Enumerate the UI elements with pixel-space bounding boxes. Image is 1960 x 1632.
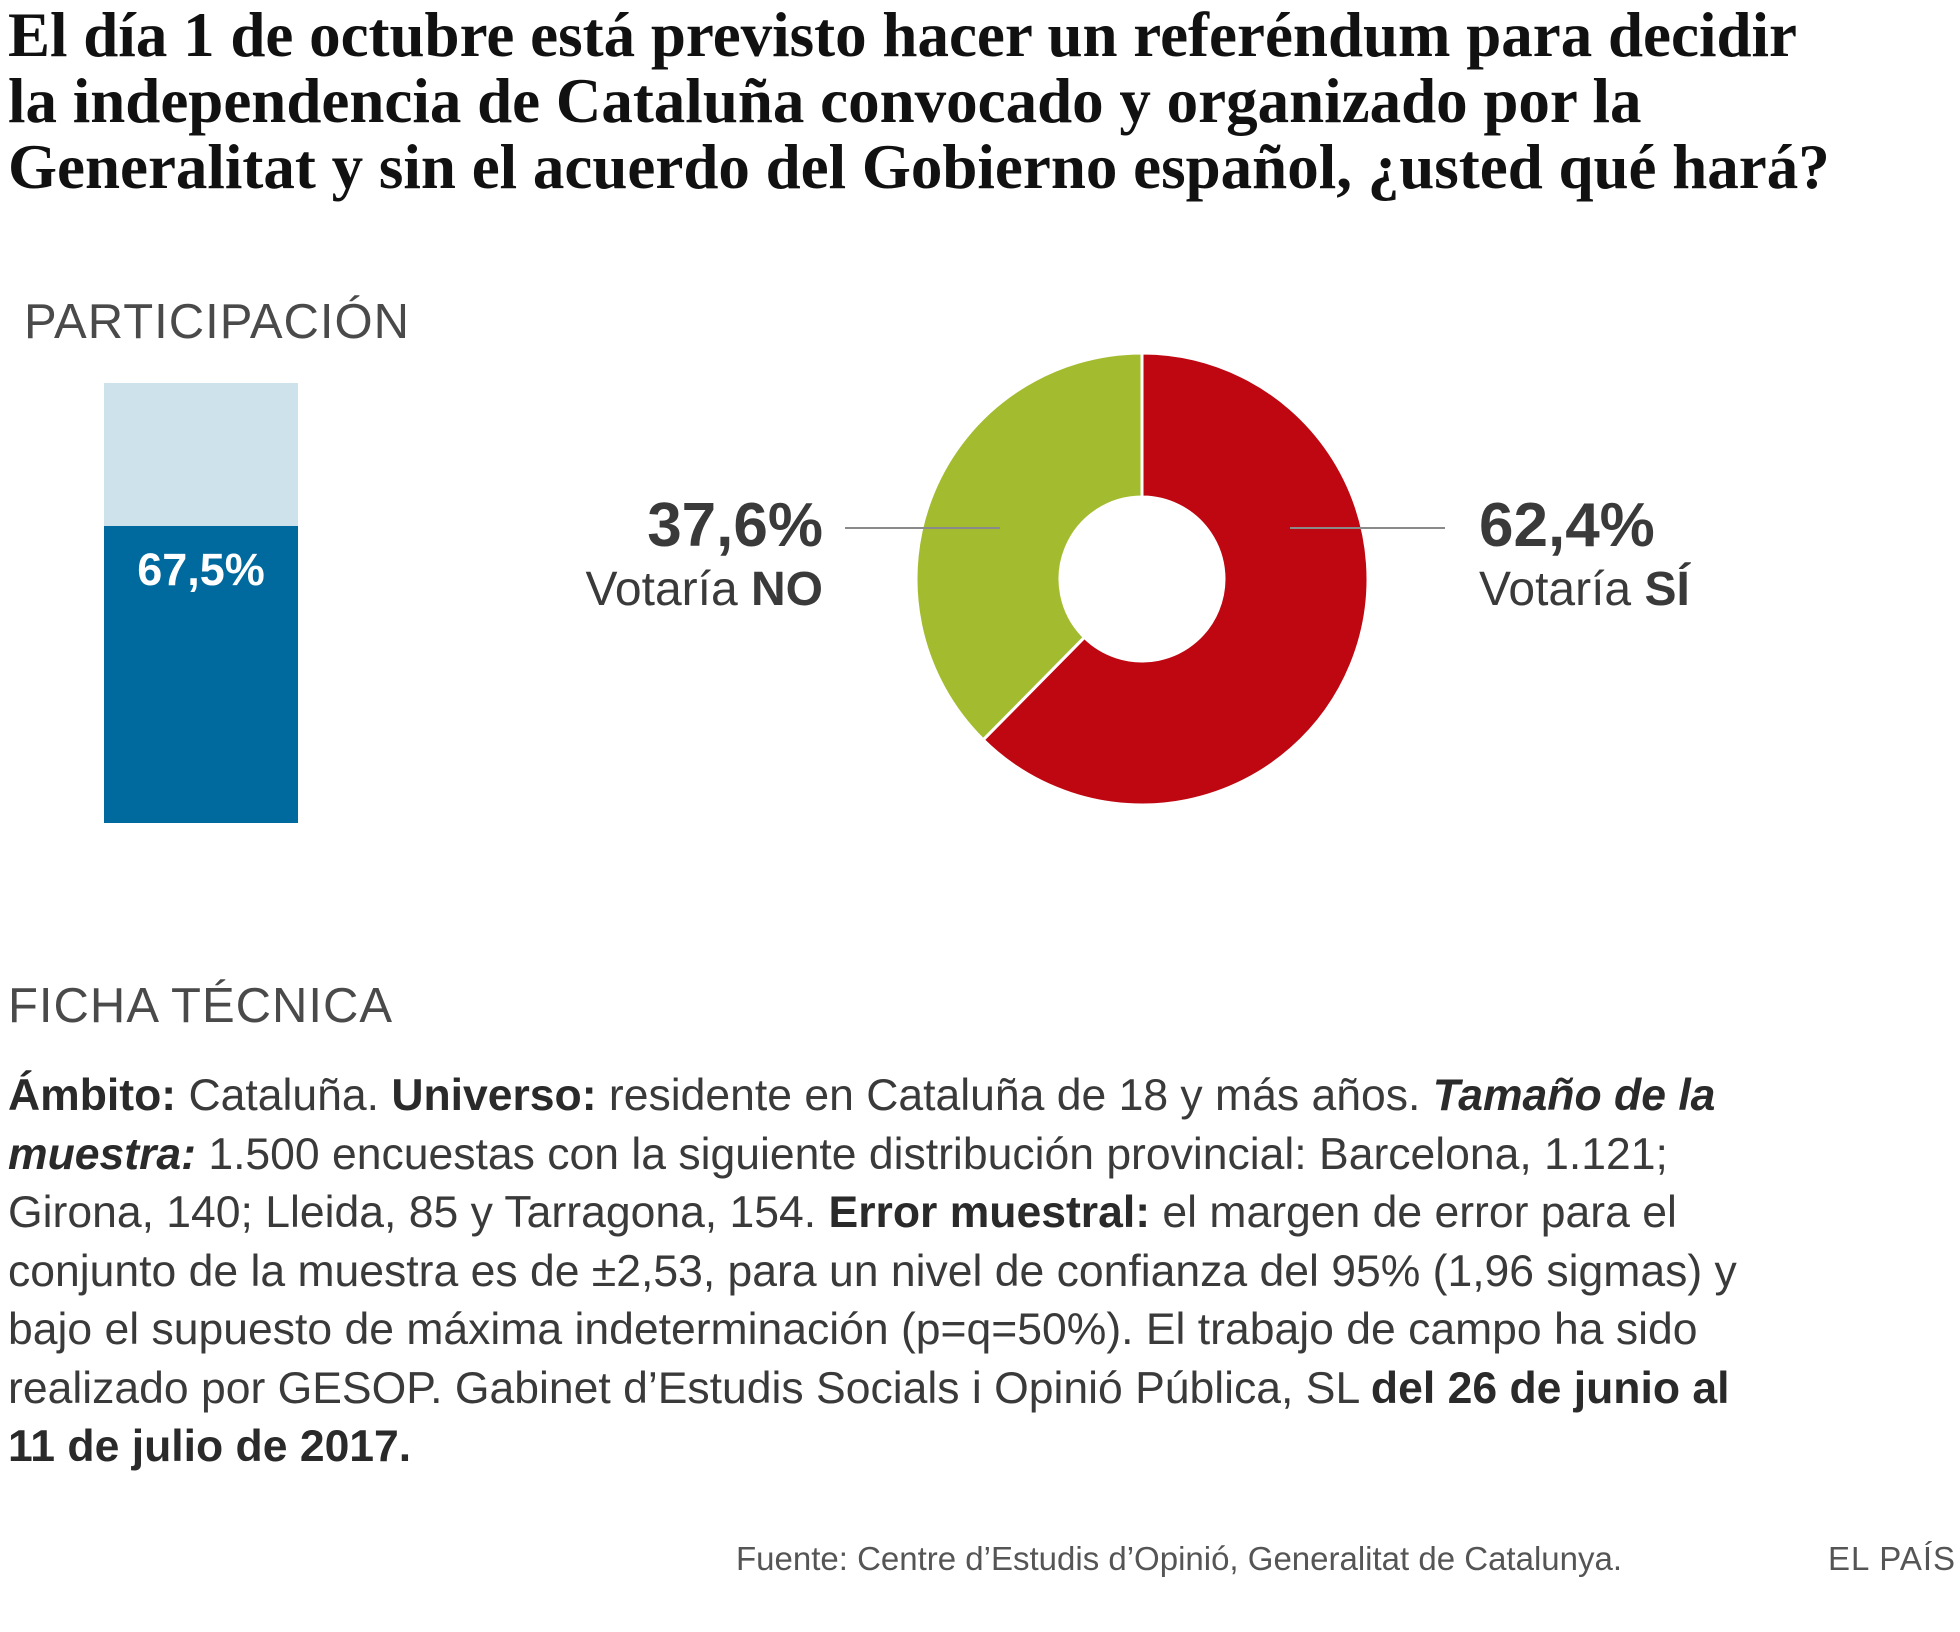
ficha-tecnica-body: Ámbito: Cataluña. Universo: residente en… bbox=[8, 1067, 1953, 1477]
ficha-line: Girona, 140; Lleida, 85 y Tarragona, 154… bbox=[8, 1184, 1953, 1243]
ficha-text: bajo el supuesto de máxima indeterminaci… bbox=[8, 1305, 1698, 1354]
ficha-text: muestra: bbox=[8, 1129, 196, 1179]
ficha-text: Ámbito: bbox=[8, 1071, 177, 1120]
ficha-line: bajo el supuesto de máxima indeterminaci… bbox=[8, 1301, 1953, 1360]
participation-value-label: 67,5% bbox=[137, 544, 265, 595]
ficha-text: conjunto de la muestra es de ±2,53, para… bbox=[8, 1246, 1737, 1296]
brand-label: EL PAÍS bbox=[1828, 1540, 1957, 1577]
vote-donut-chart bbox=[845, 351, 1445, 807]
ficha-text: Error muestral: bbox=[828, 1188, 1151, 1237]
ficha-text: realizado por GESOP. Gabinet d’Estudis S… bbox=[8, 1363, 1371, 1413]
ficha-line: conjunto de la muestra es de ±2,53, para… bbox=[8, 1243, 1953, 1302]
si-category-label: Votaría SÍ bbox=[1479, 562, 1690, 617]
ficha-text: Universo: bbox=[391, 1071, 597, 1120]
ficha-text: Girona, 140; Lleida, 85 y Tarragona, 154… bbox=[8, 1188, 829, 1237]
si-category-strong: SÍ bbox=[1644, 563, 1690, 616]
si-percentage-label: 62,4% bbox=[1479, 491, 1655, 560]
no-category-label: Votaría NO bbox=[586, 562, 823, 617]
no-category-strong: NO bbox=[751, 563, 823, 616]
ficha-text: residente en Cataluña de 18 y más años. bbox=[596, 1071, 1433, 1120]
ficha-text: Cataluña. bbox=[176, 1071, 392, 1120]
chart-title-line: la independencia de Cataluña convocado y… bbox=[8, 66, 1642, 136]
ficha-text: 11 de julio de 2017. bbox=[8, 1422, 412, 1471]
donut-slice-no bbox=[914, 351, 1144, 742]
ficha-line: 11 de julio de 2017. bbox=[8, 1418, 1953, 1477]
no-percentage-label: 37,6% bbox=[647, 491, 823, 560]
ficha-text: del 26 de junio al bbox=[1370, 1363, 1730, 1413]
ficha-text: Tamaño de la bbox=[1432, 1071, 1716, 1120]
no-category-prefix: Votaría bbox=[585, 563, 751, 616]
participation-label: PARTICIPACIÓN bbox=[24, 295, 411, 349]
ficha-text: el margen de error para el bbox=[1150, 1188, 1677, 1237]
source-note: Fuente: Centre d’Estudis d’Opinió, Gener… bbox=[736, 1540, 1623, 1577]
ficha-tecnica-label: FICHA TÉCNICA bbox=[8, 979, 394, 1033]
ficha-line: muestra: 1.500 encuestas con la siguient… bbox=[8, 1126, 1953, 1185]
si-category-prefix: Votaría bbox=[1479, 563, 1645, 616]
chart-title: El día 1 de octubre está previsto hacer … bbox=[8, 2, 1948, 200]
ficha-line: realizado por GESOP. Gabinet d’Estudis S… bbox=[8, 1360, 1953, 1419]
chart-title-line: El día 1 de octubre está previsto hacer … bbox=[8, 0, 1797, 70]
participation-bar-fill bbox=[104, 526, 298, 823]
ficha-text: 1.500 encuestas con la siguiente distrib… bbox=[195, 1129, 1668, 1179]
ficha-line: Ámbito: Cataluña. Universo: residente en… bbox=[8, 1067, 1953, 1126]
donut-slice-si bbox=[981, 351, 1370, 807]
chart-title-line: Generalitat y sin el acuerdo del Gobiern… bbox=[8, 132, 1830, 202]
